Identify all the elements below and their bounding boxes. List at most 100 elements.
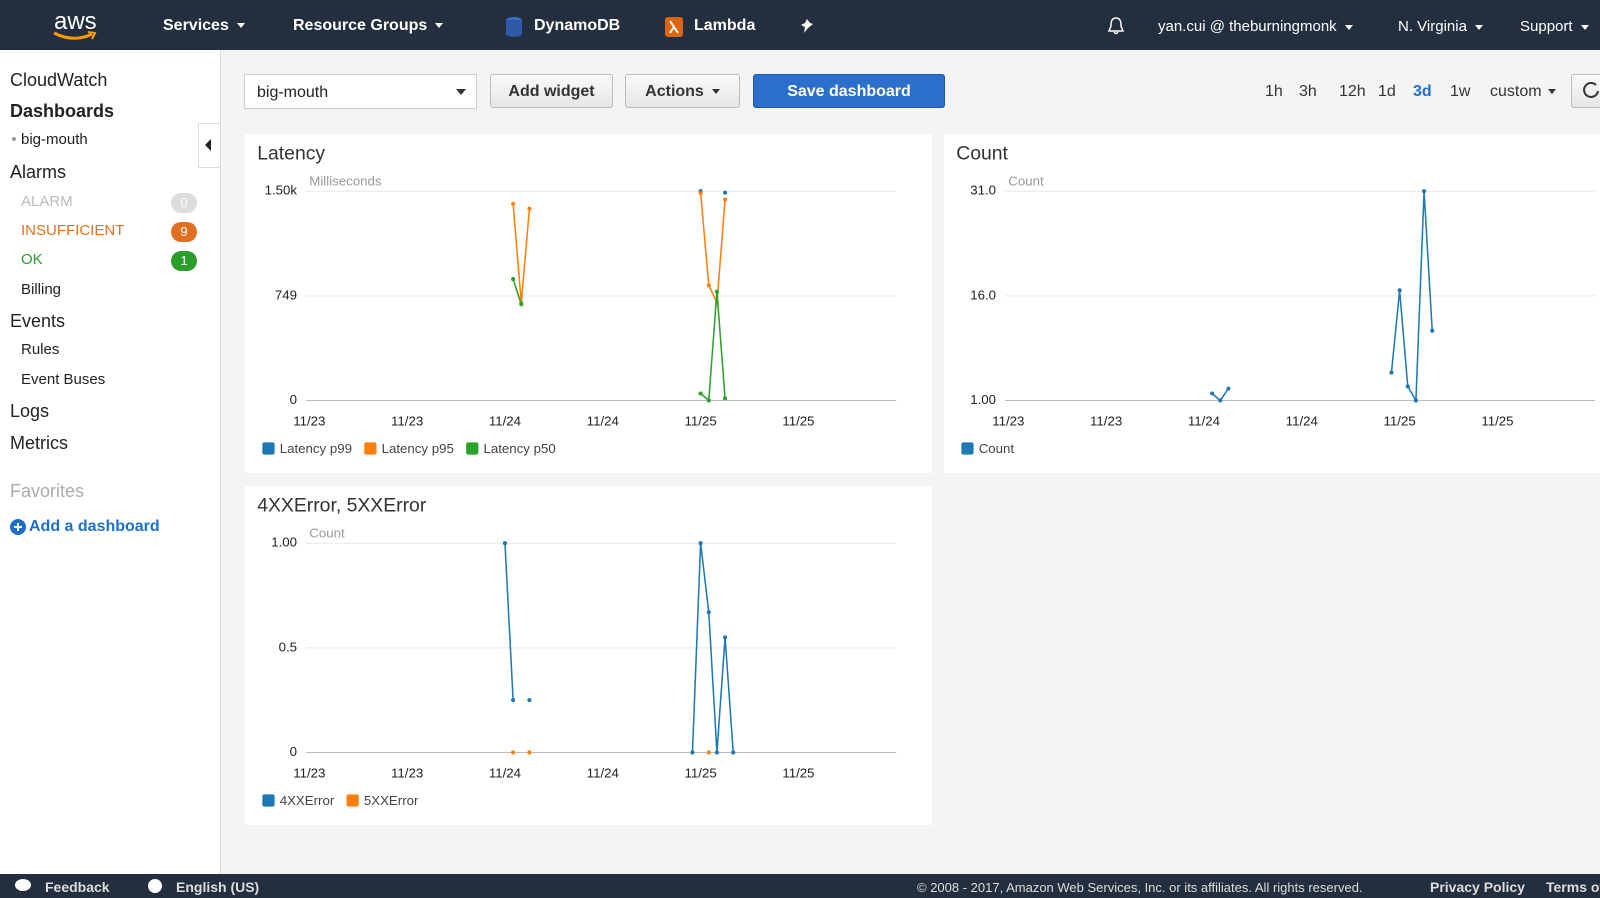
nav-link[interactable]: Billing	[21, 281, 61, 298]
dashboard-select[interactable]: big-mouth	[244, 74, 477, 109]
support-menu[interactable]: Support	[1520, 18, 1589, 35]
count-badge: 9	[171, 222, 197, 242]
nav-link[interactable]: big-mouth	[21, 131, 88, 148]
nav-link[interactable]: INSUFFICIENT	[21, 222, 124, 239]
data-point	[511, 277, 515, 281]
refresh-button[interactable]	[1571, 74, 1600, 108]
privacy-link[interactable]: Privacy Policy	[1430, 879, 1525, 895]
data-point	[715, 750, 719, 754]
dynamodb-link[interactable]: DynamoDB	[534, 17, 620, 35]
nav-link[interactable]: CloudWatch	[10, 70, 107, 91]
data-point	[690, 750, 694, 754]
add-icon	[10, 519, 26, 535]
legend-swatch	[262, 442, 274, 454]
legend-label: 4XXError	[280, 793, 335, 808]
dashboard-area: big-mouth Add widget Actions Save dashbo…	[221, 50, 1600, 874]
user-label: yan.cui @ theburningmonk	[1158, 18, 1337, 35]
lambda-link[interactable]: Lambda	[694, 17, 755, 35]
collapse-button[interactable]	[198, 123, 220, 168]
data-point	[715, 290, 719, 294]
globe-icon	[146, 878, 164, 894]
time-range-option[interactable]: 3h	[1299, 83, 1317, 101]
series-line	[701, 292, 725, 401]
terms-link[interactable]: Terms of	[1546, 879, 1600, 895]
x-tick-label: 11/23	[293, 765, 325, 780]
time-range-option[interactable]: 3d	[1413, 83, 1432, 101]
footer: Feedback English (US) © 2008 - 2017, Ama…	[0, 874, 1600, 898]
data-point	[707, 398, 711, 402]
widget: 4XXError, 5XXErrorCount00.51.0011/2311/2…	[245, 486, 932, 825]
time-range-option[interactable]: 1w	[1450, 83, 1470, 101]
legend-swatch	[262, 794, 274, 806]
data-point	[699, 391, 703, 395]
time-range-option[interactable]: 1h	[1265, 83, 1283, 101]
legend-label: Latency p50	[483, 441, 555, 456]
data-point	[707, 283, 711, 287]
user-menu[interactable]: yan.cui @ theburningmonk	[1158, 18, 1353, 35]
data-point	[707, 750, 711, 754]
bullet	[12, 137, 16, 141]
x-tick-label: 11/24	[587, 413, 619, 428]
nav-link[interactable]: Logs	[10, 401, 49, 422]
pin-icon[interactable]	[799, 18, 815, 34]
legend-swatch	[466, 442, 478, 454]
nav-link[interactable]: Dashboards	[10, 101, 114, 122]
x-tick-label: 11/23	[1090, 413, 1122, 428]
time-range-option[interactable]: custom	[1490, 83, 1556, 101]
legend-swatch	[347, 794, 359, 806]
data-point	[1422, 189, 1426, 193]
x-tick-label: 11/25	[1384, 413, 1416, 428]
aws-smile	[52, 30, 98, 42]
actions-button[interactable]: Actions	[625, 74, 740, 108]
data-point	[511, 698, 515, 702]
x-tick-label: 11/24	[587, 765, 619, 780]
select-caret	[456, 89, 466, 95]
nav-link[interactable]: Event Buses	[21, 371, 105, 388]
x-tick-label: 11/25	[685, 765, 717, 780]
y-tick-label: 0	[290, 744, 297, 759]
nav-link[interactable]: Alarms	[10, 162, 66, 183]
nav-link[interactable]: Rules	[21, 341, 59, 358]
save-dashboard-button[interactable]: Save dashboard	[753, 74, 945, 108]
data-point	[707, 610, 711, 614]
legend-label: Count	[979, 441, 1015, 456]
add-widget-button[interactable]: Add widget	[490, 74, 613, 108]
bell-icon[interactable]	[1107, 16, 1125, 36]
add-dashboard-link[interactable]: Add a dashboard	[29, 518, 160, 536]
nav-link[interactable]: OK	[21, 251, 43, 268]
time-range-option[interactable]: 12h	[1339, 83, 1366, 101]
data-point	[699, 191, 703, 195]
x-tick-label: 11/23	[391, 413, 423, 428]
dynamodb-icon	[504, 16, 524, 38]
nav-link[interactable]: ALARM	[21, 193, 73, 210]
collapse-arrow	[199, 124, 219, 167]
widget-title: 4XXError, 5XXError	[257, 495, 427, 517]
resource-groups-menu[interactable]: Resource Groups	[293, 17, 443, 35]
unit-label: Count	[1008, 174, 1044, 189]
data-point	[723, 396, 727, 400]
region-menu[interactable]: N. Virginia	[1398, 18, 1483, 35]
series-line	[701, 193, 725, 303]
copyright: © 2008 - 2017, Amazon Web Services, Inc.…	[917, 880, 1363, 895]
data-point	[731, 750, 735, 754]
y-tick-label: 0.5	[279, 639, 297, 654]
legend-label: Latency p99	[280, 441, 352, 456]
chart: 4XXError, 5XXErrorCount00.51.0011/2311/2…	[245, 486, 932, 825]
unit-label: Count	[309, 526, 345, 541]
legend-swatch	[961, 442, 973, 454]
widget: LatencyMilliseconds07491.50k11/2311/2311…	[245, 134, 932, 473]
lambda-icon	[664, 16, 684, 38]
nav-link[interactable]: Metrics	[10, 433, 68, 454]
data-point	[699, 541, 703, 545]
widget: CountCount1.0016.031.011/2311/2311/2411/…	[944, 134, 1600, 473]
time-range-option[interactable]: 1d	[1378, 83, 1396, 101]
data-point	[723, 198, 727, 202]
language-link[interactable]: English (US)	[176, 879, 259, 895]
nav-link[interactable]: Events	[10, 311, 65, 332]
data-point	[527, 750, 531, 754]
data-point	[1226, 387, 1230, 391]
services-menu[interactable]: Services	[163, 17, 245, 35]
legend-swatch	[364, 442, 376, 454]
feedback-link[interactable]: Feedback	[45, 879, 110, 895]
